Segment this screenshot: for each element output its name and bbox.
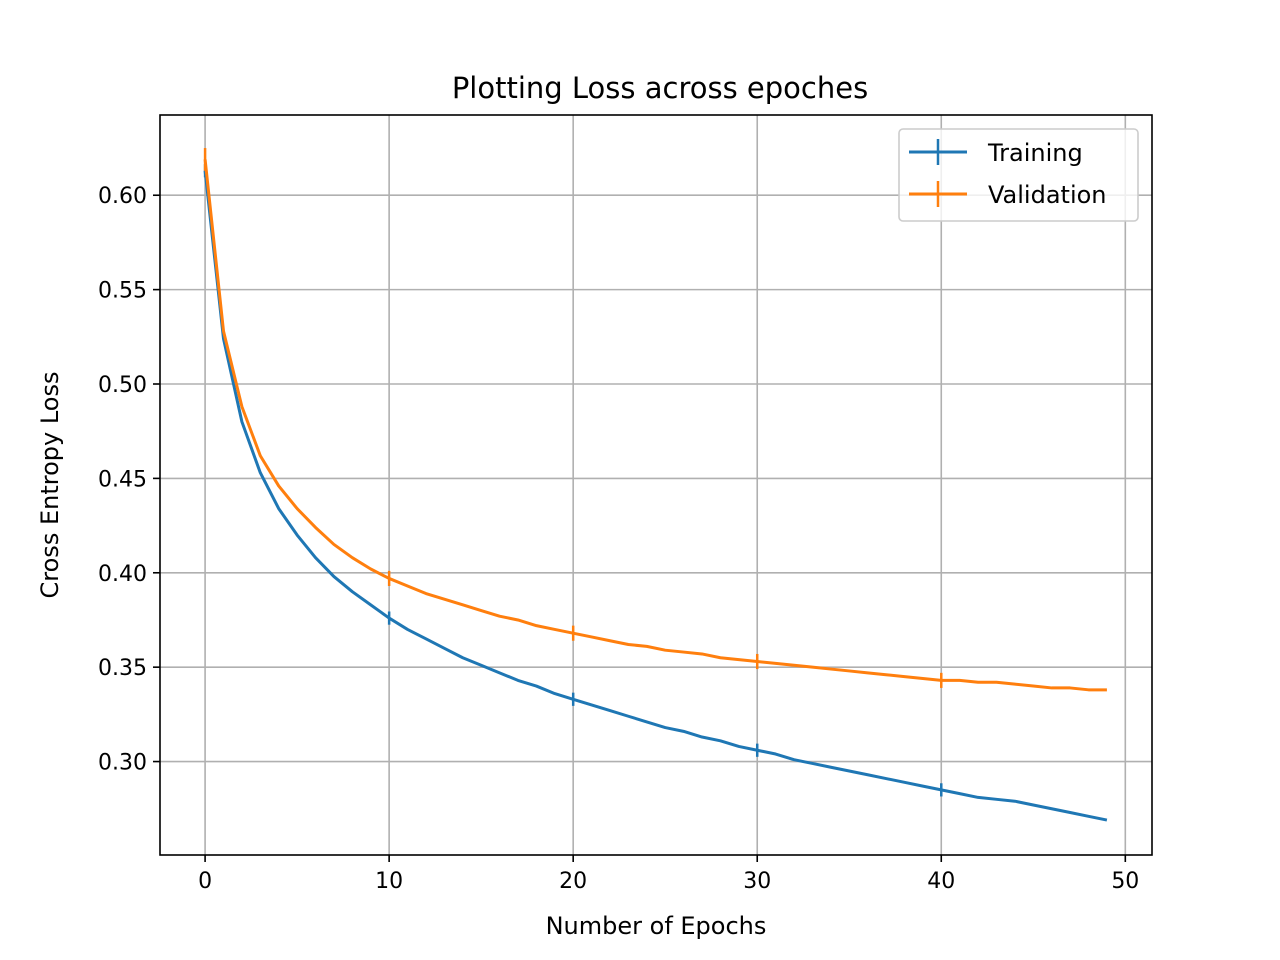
plot-frame (159, 114, 1153, 856)
x-tick-label: 10 (375, 869, 403, 894)
grid-lines (160, 115, 1152, 855)
x-tick-label: 20 (559, 869, 587, 894)
y-tick-label: 0.55 (98, 279, 147, 304)
series-validation (203, 148, 1107, 692)
series-line-validation (203, 159, 1107, 692)
y-tick-label: 0.30 (98, 751, 147, 776)
x-tick-label: 50 (1111, 869, 1139, 894)
series-lines (203, 148, 1108, 822)
y-tick-label: 0.50 (98, 373, 147, 398)
x-tick-label: 30 (743, 869, 771, 894)
y-tick-label: 0.60 (98, 184, 147, 209)
legend: Training Validation (898, 128, 1139, 222)
legend-entry-training: Training (909, 139, 1083, 167)
y-tick-label: 0.45 (98, 467, 147, 492)
legend-label-training: Training (987, 139, 1083, 167)
y-axis-label: Cross Entropy Loss (36, 372, 64, 599)
y-tick-label: 0.35 (98, 656, 147, 681)
legend-entry-validation: Validation (909, 181, 1107, 209)
series-line-training (203, 170, 1108, 822)
y-tick-label: 0.40 (98, 562, 147, 587)
chart-title: Plotting Loss across epoches (452, 71, 868, 105)
x-tick-label: 0 (198, 869, 212, 894)
x-axis-label: Number of Epochs (546, 912, 767, 940)
axis-ticks: 0 10 20 30 40 50 0.30 0.35 0.40 0.45 0.50 0.55 0.60 (98, 184, 1139, 894)
legend-label-validation: Validation (988, 181, 1107, 209)
x-tick-label: 40 (927, 869, 955, 894)
